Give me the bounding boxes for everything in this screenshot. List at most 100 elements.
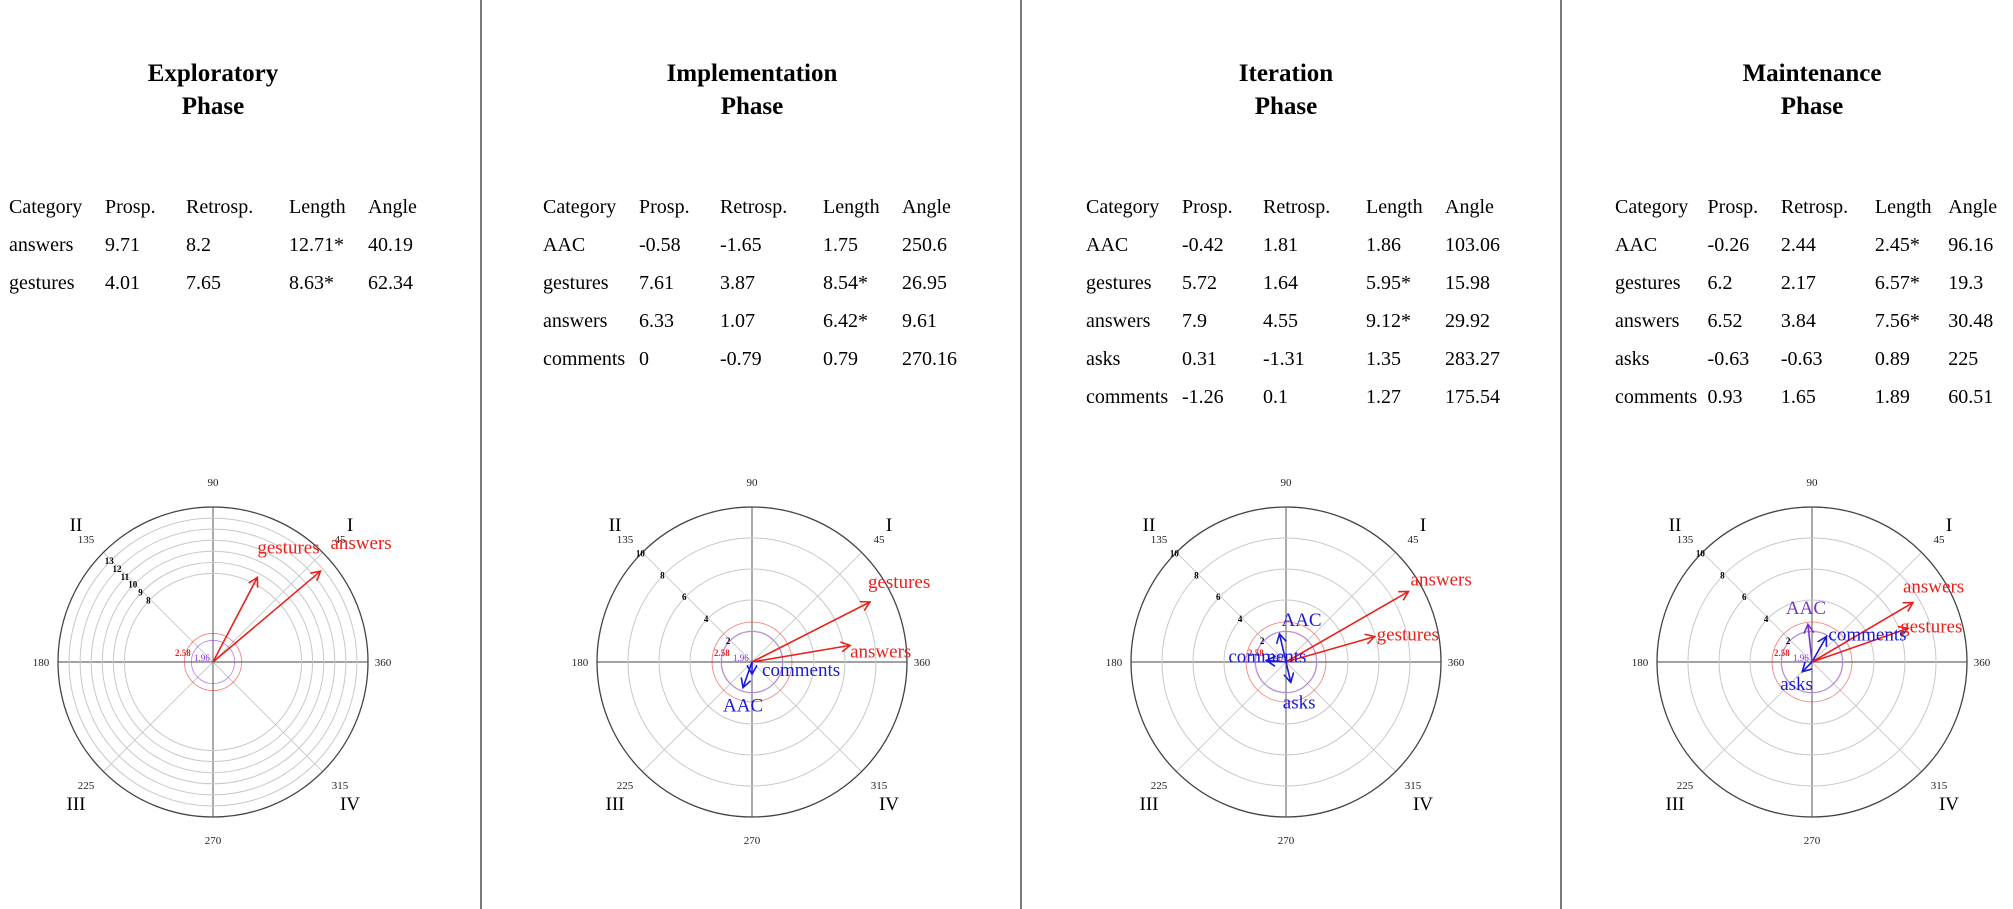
phase-title-line: Phase <box>181 93 245 120</box>
polar-spoke <box>103 552 214 663</box>
angle-label: 180 <box>1632 657 1649 669</box>
quadrant-label: III <box>1140 794 1159 815</box>
angle-label: 45 <box>874 534 886 546</box>
angle-label: 315 <box>332 780 349 792</box>
table-cell: 62.34 <box>368 271 413 294</box>
table-cell: gestures <box>1086 271 1152 294</box>
vector-label: AAC <box>1281 610 1321 631</box>
table-row: gestures 7.61 3.87 8.54* 26.95 <box>543 264 972 302</box>
polar-ring <box>720 630 784 694</box>
table-cell: answers <box>1086 309 1151 332</box>
angle-label: 225 <box>1677 780 1694 792</box>
table-cell: 1.86 <box>1366 233 1401 256</box>
angle-label: 135 <box>78 534 95 546</box>
table-cell: asks <box>1615 347 1650 370</box>
table-cell: 1.65 <box>1780 385 1816 408</box>
ring-label: 12 <box>113 564 123 574</box>
angle-label: 270 <box>744 835 761 847</box>
table-cell: answers <box>9 233 74 256</box>
polar-outer-ring <box>1130 506 1442 818</box>
ring-label: 8 <box>146 595 151 605</box>
table-cell: -0.79 <box>720 347 762 370</box>
table-header-cell: Angle <box>1948 195 1998 218</box>
table-cell: AAC <box>543 233 586 256</box>
vector-label: gestures <box>1377 625 1439 646</box>
polar-spoke <box>1285 552 1396 663</box>
polar-ring <box>689 599 815 725</box>
table-row: comments 0.93 1.65 1.89 60.51 <box>1615 378 2013 416</box>
table-cell: 3.87 <box>720 271 755 294</box>
ring-label: 10 <box>128 580 138 590</box>
table-cell: -1.65 <box>720 233 762 256</box>
table-cell: 15.98 <box>1445 271 1490 294</box>
angle-label: 135 <box>617 534 634 546</box>
table-header-cell: Prosp. <box>105 195 156 218</box>
table-cell: 26.95 <box>902 271 947 294</box>
angle-label: 270 <box>1278 835 1295 847</box>
quadrant-label: II <box>70 515 83 536</box>
angle-label: 45 <box>1408 534 1420 546</box>
table-cell: 40.19 <box>368 233 413 256</box>
table-cell: 8.63* <box>289 271 334 294</box>
vector-arrow <box>751 641 852 663</box>
table-cell: -0.26 <box>1707 233 1750 256</box>
phase-title: Exploratory Phase <box>63 57 363 123</box>
table-cell: 5.95* <box>1366 271 1411 294</box>
vector-arrow <box>1275 632 1287 663</box>
ring-label: 2 <box>726 636 731 646</box>
polar-spoke <box>212 552 323 663</box>
quadrant-label: I <box>886 515 892 536</box>
vector-arrow <box>751 600 872 663</box>
polar-spoke <box>103 661 214 772</box>
table-row: AAC -0.26 2.44 2.45* 96.16 <box>1615 226 2013 264</box>
angle-label: 90 <box>1807 477 1819 489</box>
table-row: gestures 5.72 1.64 5.95* 15.98 <box>1086 264 1515 302</box>
phase-title-line: Implementation <box>666 60 838 87</box>
vector-label: comments <box>1228 646 1306 667</box>
angle-label: 360 <box>375 657 392 669</box>
vector-label: gestures <box>1900 616 1962 637</box>
table-cell: 9.71 <box>105 233 140 256</box>
table-header-cell: Retrosp. <box>1780 195 1849 218</box>
panel-divider <box>1020 0 1022 909</box>
ring-label: 4 <box>704 614 709 624</box>
polar-outer-ring <box>57 506 369 818</box>
vector-arrow <box>1803 622 1815 663</box>
table-cell: AAC <box>1086 233 1129 256</box>
table-cell: 103.06 <box>1445 233 1500 256</box>
table-header-cell: Angle <box>902 195 951 218</box>
table-cell: 2.45* <box>1874 233 1920 256</box>
angle-label: 180 <box>1106 657 1123 669</box>
phase-title-line: Phase <box>720 93 784 120</box>
ring-label: 6 <box>1216 592 1221 602</box>
table-row: AAC -0.58 -1.65 1.75 250.6 <box>543 226 972 264</box>
table-row: answers 6.52 3.84 7.56* 30.48 <box>1615 302 2013 340</box>
table-cell: 175.54 <box>1445 385 1500 408</box>
table-header-cell: Retrosp. <box>186 195 254 218</box>
panel-divider <box>1560 0 1562 909</box>
polar-ring <box>627 537 877 787</box>
ring-label: 4 <box>1238 614 1243 624</box>
table-header-cell: Prosp. <box>1182 195 1233 218</box>
ring-label: 9 <box>138 588 143 598</box>
table-header-cell: Length <box>289 195 346 218</box>
table-cell: 0.93 <box>1707 385 1743 408</box>
table-header-row: Category Prosp. Retrosp. Length Angle <box>543 188 972 226</box>
table-cell: 96.16 <box>1948 233 1994 256</box>
quadrant-label: II <box>1669 515 1682 536</box>
angle-label: 225 <box>617 780 634 792</box>
polar-ring <box>1161 537 1411 787</box>
table-cell: -0.63 <box>1707 347 1750 370</box>
ring-label: 4 <box>1764 614 1769 624</box>
phase-title: Implementation Phase <box>602 57 902 123</box>
table-cell: gestures <box>1615 271 1681 294</box>
angle-label: 360 <box>1448 657 1465 669</box>
vector-label: answers <box>1903 577 1964 598</box>
vector-label: asks <box>1283 692 1316 713</box>
ring-label: 11 <box>121 572 130 582</box>
polar-spoke <box>1176 552 1287 663</box>
table-header-cell: Length <box>1874 195 1932 218</box>
angle-label: 270 <box>1804 835 1821 847</box>
table-cell: 1.81 <box>1263 233 1298 256</box>
ring-label: 13 <box>105 556 115 566</box>
